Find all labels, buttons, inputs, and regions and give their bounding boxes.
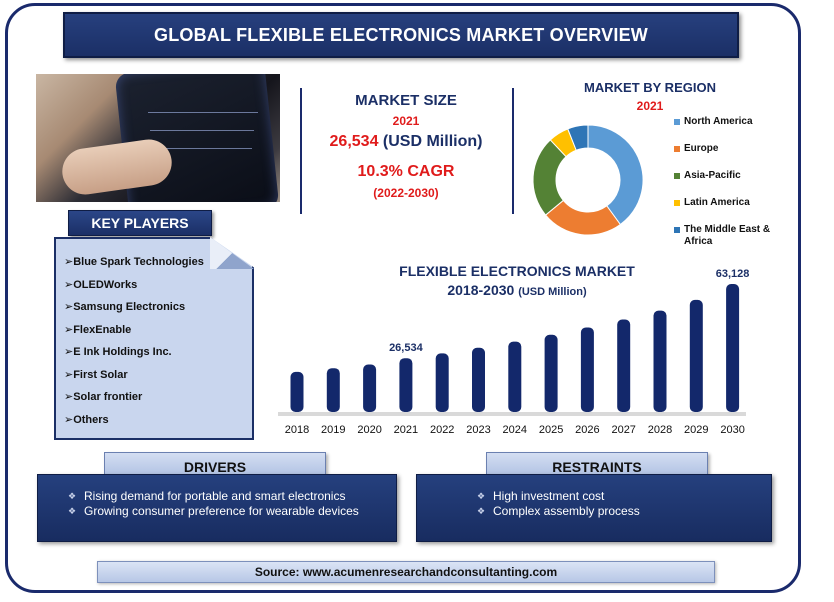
bullet-icon: ❖ (477, 491, 486, 501)
restraint-item: ❖ High investment cost (477, 489, 605, 503)
market-bar-chart: 2018 2019 2020 2021 26,534 2022 2023 2024 2025 20… (278, 268, 750, 436)
legend-label: The Middle East & Africa (684, 224, 771, 247)
legend-swatch (674, 173, 680, 179)
bar-2022 (435, 353, 449, 412)
x-tick-label: 2027 (611, 424, 635, 436)
donut-slice-north-america (587, 124, 644, 226)
bar-chart-title-line2: 2018-2030 (USD Million) (392, 281, 642, 302)
bullet-icon: ❖ (68, 506, 77, 516)
data-label: 26,534 (389, 342, 424, 354)
key-player-item: ➢Solar frontier (64, 391, 143, 403)
market-region-heading: MARKET BY REGION (584, 80, 716, 95)
product-photo: Answer Reject (36, 74, 280, 202)
x-tick-label: 2025 (539, 424, 563, 436)
donut-slice-the-middle-east-africa (567, 124, 589, 151)
x-tick-label: 2024 (503, 424, 527, 436)
market-region-year: 2021 (636, 99, 664, 113)
x-tick-label: 2020 (357, 424, 381, 436)
x-tick-label: 2029 (684, 424, 708, 436)
bar-2027 (617, 319, 631, 412)
bullet-icon: ❖ (68, 491, 77, 501)
bar-2020 (363, 364, 377, 412)
bar-2030 (726, 284, 740, 412)
key-player-item: ➢FlexEnable (64, 323, 132, 336)
key-players-list: ➢Blue Spark Technologies ➢OLEDWorks ➢Samsu… (64, 254, 204, 434)
bar-2029 (689, 299, 703, 412)
bar-chart-title-line1: FLEXIBLE ELECTRONICS MARKET (399, 263, 635, 279)
key-player-item: ➢OLEDWorks (64, 278, 138, 291)
market-size-unit: (USD Million) (382, 133, 483, 150)
x-tick-label: 2022 (430, 424, 454, 436)
key-players-card (54, 237, 254, 440)
key-player-item: ➢First Solar (64, 368, 128, 381)
source-footer: Source: www.acumenresearchandconsultanti… (97, 561, 715, 583)
bar-2025 (544, 334, 558, 412)
bar-2026 (580, 327, 594, 412)
legend-swatch (674, 227, 680, 233)
key-players-heading: KEY PLAYERS (68, 210, 212, 236)
screen-line (150, 130, 254, 131)
divider-right (512, 88, 514, 214)
cagr-value: 10.3% CAGR (357, 163, 455, 180)
restraints-panel: ❖ High investment cost ❖ Complex assembly … (416, 474, 772, 542)
key-player-item: ➢Blue Spark Technologies (64, 256, 204, 268)
legend-swatch (674, 119, 680, 125)
bar-2019 (326, 368, 340, 412)
drivers-panel: ❖ Rising demand for portable and smart el… (37, 474, 397, 542)
title-banner: GLOBAL FLEXIBLE ELECTRONICS MARKET OVERV… (63, 12, 739, 58)
market-size-number: 26,534 (329, 133, 379, 150)
market-size-year: 2021 (392, 114, 420, 128)
market-size-heading: MARKET SIZE (355, 92, 457, 109)
screen-line (152, 148, 252, 149)
bar-2028 (653, 310, 667, 412)
screen-line (148, 112, 258, 113)
driver-item: ❖ Growing consumer preference for wearabl… (68, 504, 359, 518)
chart-baseline (278, 412, 746, 416)
legend-swatch (674, 200, 680, 206)
legend-swatch (674, 146, 680, 152)
bar-2023 (472, 347, 485, 412)
key-player-item: ➢Others (64, 413, 109, 426)
x-tick-label: 2023 (466, 424, 490, 436)
page-title: GLOBAL FLEXIBLE ELECTRONICS MARKET OVERV… (154, 24, 648, 45)
legend-item: North America (674, 116, 784, 128)
x-tick-label: 2018 (285, 424, 309, 436)
legend-item: Asia-Pacific (674, 170, 784, 182)
x-tick-label: 2026 (575, 424, 599, 436)
region-legend: North America Europe Asia-Pacific Latin Ame… (674, 116, 784, 263)
legend-label: Latin America (684, 197, 750, 208)
bar-chart-years: 2018-2030 (447, 282, 515, 298)
legend-label: Asia-Pacific (684, 170, 741, 181)
key-player-item: ➢E Ink Holdings Inc. (64, 346, 172, 358)
key-player-item: ➢Samsung Electronics (64, 301, 186, 313)
x-tick-label: 2028 (648, 424, 672, 436)
legend-label: Europe (684, 143, 719, 154)
bar-chart-title: FLEXIBLE ELECTRONICS MARKET 2018-2030 (U… (392, 262, 642, 302)
region-donut-chart (532, 124, 644, 236)
legend-item: The Middle East & Africa (674, 224, 784, 248)
bar-2021 (399, 358, 413, 412)
driver-item: ❖ Rising demand for portable and smart el… (68, 489, 346, 503)
bar-chart-unit: (USD Million) (518, 286, 587, 298)
cagr-period: (2022-2030) (373, 186, 439, 200)
divider-left (300, 88, 302, 214)
x-tick-label: 2021 (394, 424, 418, 436)
bar-2024 (508, 341, 522, 412)
legend-item: Europe (674, 143, 784, 155)
restraint-item: ❖ Complex assembly process (477, 504, 640, 518)
market-size-value: 26,534 (USD Million) (296, 133, 516, 151)
legend-label: North America (684, 116, 753, 127)
legend-item: Latin America (674, 197, 784, 209)
bar-2018 (290, 371, 304, 412)
data-label: 63,128 (716, 268, 750, 280)
x-tick-label: 2030 (720, 424, 744, 436)
x-tick-label: 2019 (321, 424, 345, 436)
bullet-icon: ❖ (477, 506, 486, 516)
